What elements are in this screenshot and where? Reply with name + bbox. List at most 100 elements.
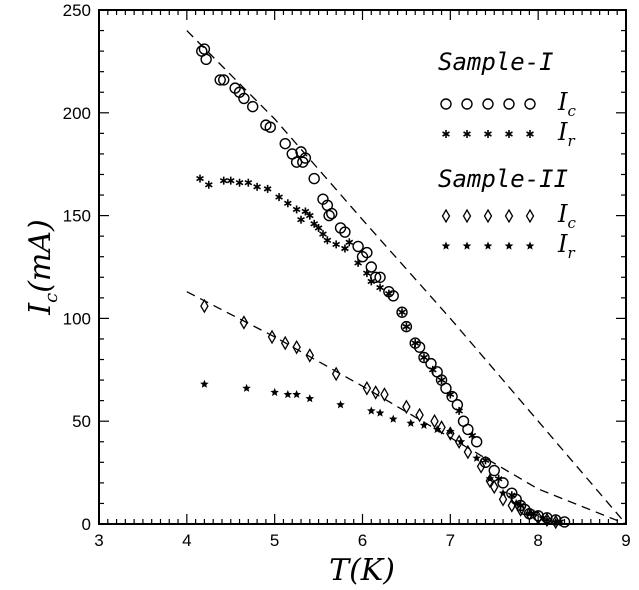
star-point — [292, 390, 301, 398]
legend-asterisk-marker — [527, 130, 534, 138]
asterisk-point — [324, 236, 331, 244]
circle-point — [248, 102, 258, 112]
legend-circle-marker — [483, 99, 493, 109]
x-tick-label: 6 — [358, 531, 367, 550]
y-tick-label: 250 — [63, 1, 91, 20]
legend-star-marker — [526, 242, 535, 250]
legend-label-sample-1-ic: Ic — [557, 88, 576, 120]
legend-star-marker — [463, 242, 472, 250]
circle-point — [199, 44, 209, 54]
x-tick-label: 5 — [270, 531, 279, 550]
tick-labels: 3 4 5 6 7 8 9050100150200250 — [63, 1, 631, 550]
x-axis-title: T(K) — [329, 553, 395, 588]
asterisk-point — [438, 376, 445, 384]
legend-asterisk-marker — [443, 130, 450, 138]
asterisk-point — [421, 353, 428, 361]
legend-row-sample-2-ic — [443, 210, 534, 222]
legend-circle-marker — [441, 99, 451, 109]
diamond-point — [363, 382, 370, 394]
asterisk-point — [298, 216, 305, 224]
star-point — [242, 384, 251, 392]
asterisk-point — [341, 244, 348, 252]
legend-row-sample-2-ir — [442, 242, 535, 250]
star-point — [284, 390, 293, 398]
legend-label-sample-1-ir: Ir — [557, 118, 575, 150]
y-axis-title: Ic(mA) — [23, 219, 62, 315]
asterisk-point — [276, 193, 283, 201]
star-point — [499, 489, 508, 497]
star-point — [306, 394, 315, 402]
axis-ticks — [99, 10, 626, 524]
legend-diamond-marker — [485, 210, 492, 222]
legend-asterisk-marker — [485, 130, 492, 138]
y-tick-label: 150 — [63, 207, 91, 226]
asterisk-point — [205, 181, 212, 189]
legend-star-marker — [442, 242, 451, 250]
circle-point — [489, 466, 499, 476]
asterisk-point — [403, 323, 410, 331]
star-point — [376, 409, 385, 417]
diamond-point — [381, 388, 388, 400]
legend-row-sample-1-ir — [443, 130, 534, 138]
legend-circle-marker — [462, 99, 472, 109]
legend-circle-marker — [525, 99, 535, 109]
legend-label-sample-2-ir: Ir — [557, 230, 575, 262]
legend-circle-marker — [504, 99, 514, 109]
circle-point — [472, 437, 482, 447]
circle-point — [327, 209, 337, 219]
star-point — [420, 421, 429, 429]
asterisk-point — [236, 179, 243, 187]
legend-heading-sample-2: Sample-II — [438, 165, 568, 193]
asterisk-point — [227, 177, 234, 185]
asterisk-point — [399, 308, 406, 316]
data-markers — [197, 44, 570, 528]
y-tick-label: 50 — [72, 412, 91, 431]
circle-point — [452, 400, 462, 410]
legend-row-sample-1-ic — [441, 99, 535, 109]
y-tick-label: 0 — [82, 515, 91, 534]
asterisk-point — [197, 175, 204, 183]
circle-point — [280, 139, 290, 149]
circle-point — [201, 54, 211, 64]
asterisk-point — [254, 183, 261, 191]
diamond-point — [431, 415, 438, 427]
asterisk-point — [245, 179, 252, 187]
asterisk-point — [220, 177, 227, 185]
asterisk-point — [320, 230, 327, 238]
x-tick-label: 7 — [446, 531, 455, 550]
legend-asterisk-marker — [464, 130, 471, 138]
circle-point — [353, 241, 363, 251]
star-point — [367, 406, 376, 414]
star-point — [200, 380, 209, 388]
circle-point — [463, 424, 473, 434]
circle-point — [366, 262, 376, 272]
star-point — [389, 415, 398, 423]
asterisk-point — [363, 269, 370, 277]
asterisk-point — [333, 240, 340, 248]
legend-diamond-marker — [443, 210, 450, 222]
asterisk-point — [284, 199, 291, 207]
x-tick-label: 4 — [182, 531, 191, 550]
circle-point — [309, 174, 319, 184]
asterisk-point — [346, 238, 353, 246]
star-point — [270, 388, 279, 396]
legend-asterisk-marker — [506, 130, 513, 138]
legend-star-marker — [505, 242, 514, 250]
star-point — [407, 419, 416, 427]
asterisk-point — [469, 432, 476, 440]
legend-diamond-marker — [464, 210, 471, 222]
asterisk-point — [264, 185, 271, 193]
legend: Sample-I Ic Ir Sample-II Ic Ir — [438, 48, 576, 262]
plot-frame — [99, 10, 626, 524]
y-tick-label: 200 — [63, 104, 91, 123]
legend-label-sample-2-ic: Ic — [557, 200, 576, 232]
asterisk-point — [377, 284, 384, 292]
legend-diamond-marker — [506, 210, 513, 222]
legend-heading-sample-1: Sample-I — [438, 48, 554, 76]
star-point — [336, 400, 345, 408]
asterisk-point — [293, 205, 300, 213]
x-tick-label: 8 — [533, 531, 542, 550]
legend-diamond-marker — [527, 210, 534, 222]
y-tick-label: 100 — [63, 309, 91, 328]
